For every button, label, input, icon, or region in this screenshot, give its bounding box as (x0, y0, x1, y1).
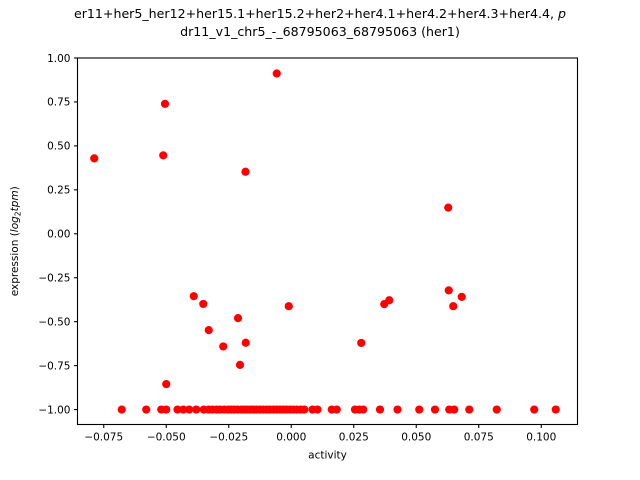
data-point (192, 405, 201, 414)
data-point (313, 405, 322, 414)
y-tick-label: −0.75 (38, 360, 70, 372)
chart-title-line-1-italic: p (558, 6, 567, 21)
data-points-layer (90, 69, 560, 414)
data-point (332, 405, 341, 414)
data-point (444, 203, 453, 212)
data-point (449, 302, 458, 311)
data-point (117, 405, 126, 414)
data-point (530, 405, 539, 414)
x-axis-label: activity (308, 450, 347, 462)
data-point (162, 379, 171, 389)
data-point (235, 360, 245, 370)
x-tick-label: −0.025 (209, 432, 248, 444)
x-axis-ticks: −0.075 −0.050 −0.025 0.000 0.025 0.050 0.075 0.… (84, 424, 556, 444)
chart-title-line-1: er11+her5_her12+her15.1+her15.2+her2+her… (0, 7, 640, 21)
data-point (375, 405, 385, 414)
x-tick-label: −0.075 (84, 432, 123, 444)
data-point (551, 405, 560, 414)
x-tick-label: 0.000 (276, 432, 306, 444)
data-point (179, 405, 188, 414)
data-point (415, 405, 424, 414)
y-tick-label: 0.00 (47, 229, 70, 241)
data-point (173, 405, 182, 414)
data-point (450, 405, 459, 414)
data-point (204, 326, 213, 335)
chart-title-line-2: dr11_v1_chr5_-_68795063_68795063 (her1) (180, 24, 460, 39)
data-point (359, 405, 368, 414)
data-point (159, 151, 168, 160)
x-tick-label: 0.075 (464, 432, 494, 444)
x-tick-label: −0.050 (147, 432, 186, 444)
data-point (241, 338, 250, 347)
data-point (160, 99, 170, 108)
data-point (300, 405, 309, 414)
axes-frame (76, 57, 579, 426)
data-point (219, 342, 228, 351)
data-point (162, 405, 171, 414)
x-tick-label: 0.100 (526, 432, 556, 444)
data-point (430, 405, 440, 414)
y-tick-label: 0.50 (47, 141, 70, 153)
y-tick-label: −0.50 (38, 316, 70, 328)
x-tick-label: 0.050 (401, 432, 431, 444)
data-point (457, 292, 466, 301)
data-point (284, 302, 293, 311)
y-tick-label: −1.00 (38, 404, 70, 416)
chart-title-line-1-text: er11+her5_her12+her15.1+her15.2+her2+her… (73, 6, 559, 21)
data-point (233, 314, 243, 323)
data-point (272, 69, 281, 78)
data-point (465, 405, 474, 414)
y-axis-label: expression (log2tpm) (9, 186, 23, 296)
data-point (90, 154, 99, 163)
y-tick-label: 0.25 (47, 185, 70, 197)
data-point (393, 405, 402, 414)
y-tick-label: 1.00 (47, 53, 70, 65)
y-tick-label: −0.25 (38, 273, 70, 285)
data-point (444, 286, 453, 295)
data-point (357, 338, 366, 348)
y-axis-ticks: 1.00 0.75 0.50 0.25 0.00 −0.25 −0.50 −0.75 −1.00 (38, 53, 78, 416)
data-point (189, 292, 198, 301)
x-tick-label: 0.025 (339, 432, 369, 444)
data-point (185, 405, 194, 414)
data-point (241, 167, 250, 176)
data-point (142, 405, 151, 414)
y-tick-label: 0.75 (47, 97, 70, 109)
data-point (385, 296, 394, 305)
data-point (492, 405, 501, 414)
data-point (199, 299, 208, 309)
